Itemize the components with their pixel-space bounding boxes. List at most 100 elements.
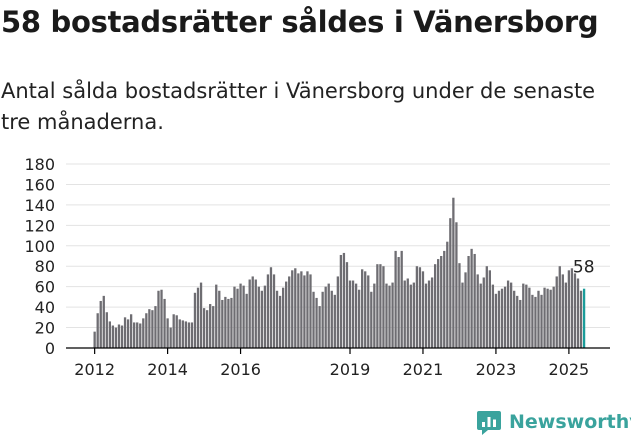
bar (400, 250, 403, 348)
bar (455, 222, 458, 348)
grid-lines (66, 163, 610, 329)
bar (102, 295, 105, 348)
bar (357, 289, 361, 348)
y-tick-label: 120 (24, 216, 55, 235)
bar (294, 268, 297, 348)
bar (251, 276, 254, 348)
bar (394, 250, 397, 348)
bar (166, 318, 169, 348)
y-tick-label: 180 (24, 155, 55, 174)
y-tick-label: 160 (24, 175, 55, 194)
bar (403, 280, 406, 348)
bar (567, 270, 571, 348)
bar (212, 306, 215, 348)
bar (306, 271, 309, 348)
bar (139, 323, 142, 348)
bar (187, 322, 191, 348)
y-tick-label: 80 (35, 257, 55, 276)
page-subtitle: Antal sålda bostadsrätter i Vänersborg u… (1, 79, 596, 134)
newsworthy-chart-icon (477, 411, 501, 435)
bar (151, 310, 154, 348)
bar (443, 250, 446, 348)
bar (202, 308, 206, 348)
bar (345, 262, 349, 348)
bar (324, 286, 327, 348)
bar (145, 313, 148, 348)
bar (303, 275, 306, 348)
bar (117, 324, 121, 348)
highlight-value-label: 58 (573, 258, 595, 278)
bar (351, 280, 355, 348)
bar (576, 278, 580, 348)
y-tick-label: 0 (45, 339, 55, 358)
bar (364, 271, 367, 348)
y-tick-label: 60 (35, 278, 55, 297)
bar (528, 287, 531, 348)
bar (409, 284, 412, 348)
bar (239, 283, 242, 348)
bar (570, 268, 574, 348)
bar (245, 293, 248, 348)
bar (485, 266, 488, 348)
bar (129, 314, 133, 348)
bar (269, 267, 273, 348)
bar (278, 295, 282, 348)
bars (93, 197, 586, 348)
bar (205, 310, 209, 348)
bar (519, 299, 522, 348)
bar (354, 283, 358, 348)
bar (549, 289, 552, 348)
bar (406, 278, 409, 348)
bar (330, 290, 333, 348)
bar (561, 274, 564, 348)
bar (388, 285, 391, 348)
bar (361, 269, 364, 348)
bar (446, 241, 449, 348)
bar (367, 275, 370, 348)
bar (248, 279, 251, 348)
bar (458, 263, 461, 348)
bar (379, 264, 382, 348)
bar (321, 291, 324, 348)
bar (339, 254, 343, 348)
bar (327, 283, 330, 348)
brand-logo: Newsworthy (476, 407, 631, 437)
bar (178, 319, 181, 348)
bar (233, 286, 236, 348)
bar (418, 267, 422, 348)
y-tick-label: 100 (24, 237, 55, 256)
bar (99, 300, 102, 348)
bar (494, 293, 498, 348)
bar (467, 256, 470, 348)
bar (509, 282, 513, 348)
bar (160, 289, 163, 348)
bar (181, 320, 184, 348)
bar (522, 283, 525, 348)
x-tick-label: 2019 (330, 360, 371, 379)
bar (266, 274, 270, 348)
bar (555, 276, 558, 348)
bar (257, 286, 260, 348)
y-tick-label: 40 (35, 298, 55, 317)
bar (433, 264, 437, 348)
bar (543, 287, 546, 348)
bar (196, 287, 200, 348)
bar (275, 290, 279, 348)
bar (123, 317, 127, 348)
bar (157, 290, 160, 348)
bar (263, 285, 267, 348)
bar (227, 298, 230, 348)
bar (482, 277, 485, 348)
bar (579, 290, 583, 348)
bar (491, 284, 495, 348)
x-tick-label: 2016 (220, 360, 261, 379)
bar (111, 325, 115, 348)
bar (300, 271, 303, 348)
bar (114, 327, 118, 348)
y-tick-label: 20 (35, 319, 55, 338)
bar (525, 284, 528, 348)
bar (218, 290, 221, 348)
bar (93, 331, 96, 348)
bar (105, 312, 108, 348)
